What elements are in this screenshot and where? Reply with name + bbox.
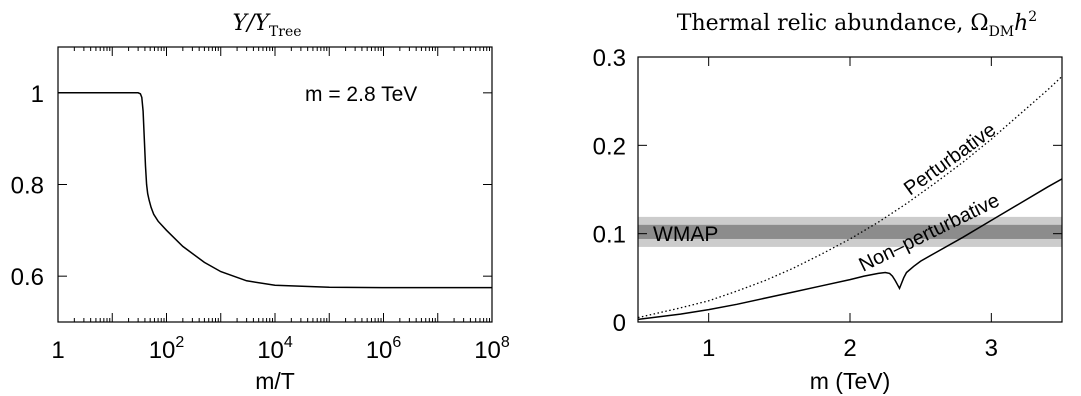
right-plot-frame [637,56,1063,323]
left-chart-title: Y/YTree [232,11,301,40]
left-title-main: Y/Y [232,11,271,36]
right-y-tick-label: 0 [613,310,626,337]
right-ticks [638,56,1062,323]
left-ticks [57,47,493,322]
left-plot-frame [57,46,493,323]
left-chart: Y/YTree 1 102 104 106 108 0.6 0.8 1 m = 2.8 Te… [11,11,510,394]
left-ratio-curve [58,92,492,289]
left-x-tick-label: 104 [257,334,293,364]
left-y-tick-label: 0.8 [11,173,44,200]
left-x-tick-label: 102 [149,334,185,364]
right-y-tick-label: 0.2 [593,133,626,160]
right-bands [638,216,1062,247]
right-x-axis-label: m (TeV) [810,368,891,394]
left-x-tick-label: 1 [51,337,64,364]
right-x-tick-label: 1 [702,335,715,362]
right-x-tick-label: 3 [985,335,998,362]
left-y-tick-labels: 0.6 0.8 1 [11,81,44,291]
right-chart-title: Thermal relic abundance, ΩDMh2 [677,9,1037,40]
wmap-inner-band [638,224,1062,239]
right-x-tick-labels: 1 2 3 [702,335,998,362]
left-x-tick-labels: 1 102 104 106 108 [51,334,510,364]
left-mass-annotation: m = 2.8 TeV [305,83,417,106]
right-title-subscript: DM [989,24,1015,40]
left-y-tick-label: 1 [31,81,44,108]
non-perturbative-curve [638,178,1062,321]
right-title-main: Thermal relic abundance, Ω [677,11,989,36]
right-y-tick-label: 0.3 [593,45,626,72]
left-x-tick-label: 108 [474,334,510,364]
right-y-tick-labels: 0 0.1 0.2 0.3 [593,45,626,337]
left-y-tick-label: 0.6 [11,264,44,291]
left-title-subscript: Tree [269,24,302,40]
right-title-h: h [1014,11,1028,36]
left-x-tick-label: 106 [366,334,402,364]
wmap-band-label: WMAP [653,223,718,246]
left-x-axis-label: m/T [255,368,295,394]
right-x-tick-label: 2 [843,335,856,362]
perturbative-label: Perturbative [900,119,1000,200]
right-y-tick-label: 0.1 [593,222,626,249]
perturbative-curve [638,75,1062,319]
right-title-superscript: 2 [1028,9,1037,25]
